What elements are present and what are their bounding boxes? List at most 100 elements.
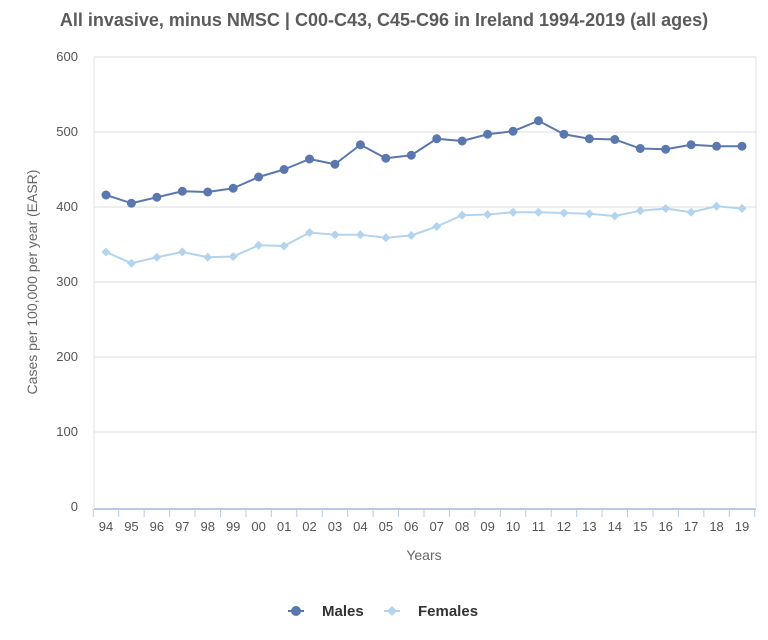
x-tick-label: 97: [175, 519, 189, 534]
x-tick-label: 06: [404, 519, 418, 534]
data-point: [686, 207, 696, 217]
x-tick-label: 05: [379, 519, 393, 534]
x-tick-label: 95: [124, 519, 138, 534]
data-point: [279, 241, 289, 251]
x-tick-label: 15: [633, 519, 647, 534]
data-point: [432, 134, 442, 144]
x-tick-label: 07: [429, 519, 443, 534]
data-point: [686, 140, 696, 150]
legend[interactable]: Males Females: [288, 603, 478, 620]
data-point: [355, 140, 365, 150]
x-tick-label: 03: [328, 519, 342, 534]
data-point: [508, 126, 518, 136]
x-tick-label: 01: [277, 519, 291, 534]
y-tick-label: 0: [71, 499, 78, 514]
x-axis-title: Years: [406, 547, 441, 563]
x-tick-label: 12: [557, 519, 571, 534]
data-point: [737, 204, 747, 213]
data-point: [406, 150, 416, 160]
data-point: [203, 252, 213, 262]
data-point: [559, 208, 569, 218]
data-point: [406, 231, 416, 240]
data-point: [712, 201, 722, 211]
y-tick-label: 600: [56, 49, 78, 64]
series-line-males: [105, 119, 742, 205]
legend-marker-circle: [291, 606, 301, 616]
data-point: [661, 204, 671, 213]
y-tick-label: 500: [56, 124, 78, 139]
data-point: [101, 190, 111, 200]
data-point: [381, 233, 391, 243]
data-point: [254, 240, 264, 250]
data-point: [584, 209, 594, 219]
axes: 0 100 200 300 400 500 600 94 95 96 97 98 99 00 01 02 03 0…: [24, 49, 756, 563]
data-point: [177, 186, 187, 196]
data-point: [559, 129, 569, 139]
legend-marker-diamond: [387, 606, 397, 616]
series-males: [101, 116, 747, 208]
data-point: [533, 116, 543, 126]
data-point: [101, 247, 111, 257]
x-tick-label: 19: [735, 519, 749, 534]
gridlines: [93, 56, 757, 507]
x-tick-label: 08: [455, 519, 469, 534]
x-tick-label: 04: [353, 519, 367, 534]
data-point: [228, 183, 238, 193]
data-point: [457, 136, 467, 146]
data-point: [254, 172, 264, 182]
y-axis-title: Cases per 100,000 per year (EASR): [24, 170, 40, 395]
data-point: [177, 247, 187, 257]
x-tick-label: 00: [251, 519, 265, 534]
data-point: [457, 210, 467, 220]
data-point: [305, 228, 315, 237]
data-point: [355, 230, 365, 240]
data-point: [279, 165, 289, 174]
y-tick-label: 200: [56, 349, 78, 364]
data-point: [533, 207, 543, 217]
data-point: [432, 222, 442, 231]
series-line-females: [105, 205, 743, 265]
data-point: [483, 210, 493, 219]
legend-label: Females: [418, 603, 478, 620]
data-point: [305, 154, 315, 164]
x-tick-label: 02: [302, 519, 316, 534]
chart-title: All invasive, minus NMSC | C00-C43, C45-…: [59, 10, 709, 30]
x-tick-label: 10: [506, 519, 520, 534]
x-tick-label: 13: [582, 519, 596, 534]
x-tick-label: 96: [150, 519, 164, 534]
series-females: [101, 201, 747, 268]
data-point: [203, 187, 213, 197]
data-point: [126, 258, 136, 268]
legend-item-females[interactable]: Females: [384, 603, 478, 620]
data-point: [330, 230, 340, 240]
x-tick-label: 98: [201, 519, 215, 534]
legend-label: Males: [322, 603, 364, 620]
data-point: [381, 153, 391, 163]
x-tick-label: 09: [480, 519, 494, 534]
legend-item-males[interactable]: Males: [288, 603, 364, 620]
x-tick-label: 11: [532, 519, 546, 534]
y-tick-label: 300: [56, 274, 78, 289]
data-point: [584, 134, 594, 144]
data-point: [152, 192, 162, 202]
x-tick-label: 14: [608, 519, 622, 534]
x-tick-label: 99: [226, 519, 240, 534]
data-point: [330, 159, 340, 169]
data-point: [483, 129, 493, 139]
x-tick-label: 18: [709, 519, 723, 534]
x-tick-label: 94: [99, 519, 113, 534]
data-point: [610, 211, 620, 221]
series-layer: [101, 116, 747, 268]
y-tick-label: 400: [56, 199, 78, 214]
x-tick-label: 17: [684, 519, 698, 534]
data-point: [635, 206, 645, 216]
data-point: [508, 207, 518, 217]
data-point: [661, 144, 671, 154]
data-point: [152, 252, 162, 262]
data-point: [126, 198, 136, 208]
data-point: [228, 252, 238, 261]
data-point: [737, 141, 747, 151]
y-tick-label: 100: [56, 424, 78, 439]
x-tick-label: 16: [658, 519, 672, 534]
